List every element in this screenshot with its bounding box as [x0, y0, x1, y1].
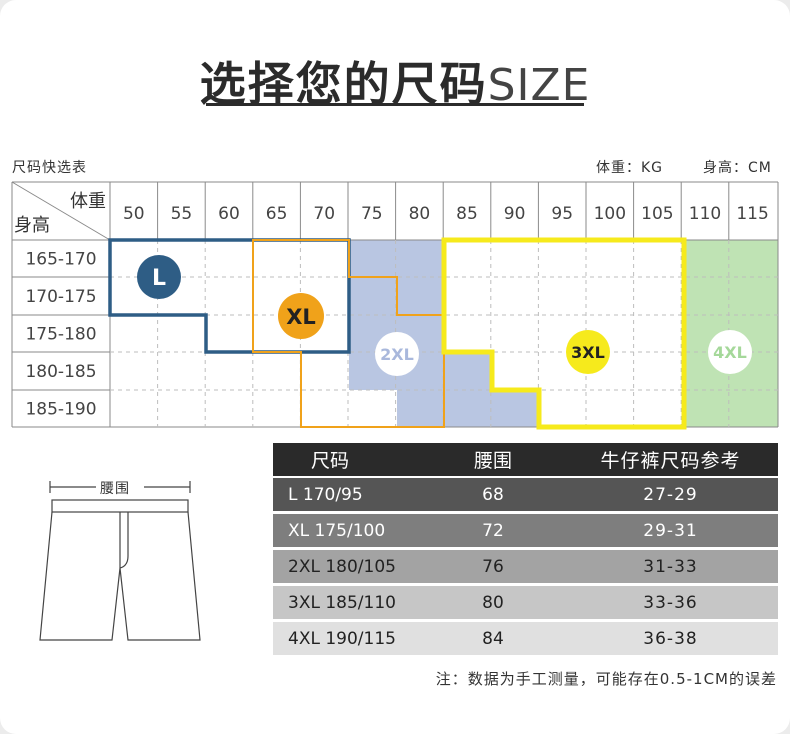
table-row: XL 175/100 72 29-31 — [273, 514, 778, 547]
table-row: 2XL 180/105 76 31-33 — [273, 550, 778, 583]
size-table-header: 尺码 腰围 牛仔裤尺码参考 — [273, 443, 778, 476]
cell-jeans: 29-31 — [643, 520, 698, 541]
badge-xl: XL — [278, 293, 324, 339]
cell-waist: 68 — [482, 484, 504, 505]
table-row: L 170/95 68 27-29 — [273, 478, 778, 511]
weight-label: 100 — [594, 204, 626, 224]
quick-table-label: 尺码快选表 — [12, 160, 87, 176]
title-cn: 选择您的尺码 — [199, 57, 488, 111]
weight-label: 60 — [218, 204, 240, 224]
weight-label: 95 — [551, 204, 573, 224]
weight-label: 65 — [266, 204, 288, 224]
size-selector-grid: 体重 身高 50 55 60 65 70 75 80 85 90 95 100 105 110 115 1… — [11, 181, 779, 430]
header-waist: 腰围 — [473, 450, 512, 472]
fly-curve — [119, 512, 129, 569]
zone-3xl-outline — [441, 237, 687, 430]
weight-unit-label: 体重：KG — [596, 160, 664, 176]
height-label: 170-175 — [25, 287, 96, 307]
weight-label: 110 — [689, 204, 721, 224]
waist-label: 腰围 — [100, 481, 130, 497]
cell-jeans: 36-38 — [643, 628, 698, 649]
cell-jeans: 27-29 — [643, 484, 698, 505]
badge-xl-label: XL — [286, 305, 316, 329]
badge-3xl-label: 3XL — [571, 343, 605, 362]
weight-label: 80 — [409, 204, 431, 224]
title-en: SIZE — [487, 60, 591, 111]
weight-label: 50 — [123, 204, 145, 224]
badge-4xl: 4XL — [708, 330, 752, 374]
zone-2xl-fill-right — [444, 240, 539, 427]
cell-jeans: 33-36 — [643, 592, 698, 613]
badge-l-label: L — [152, 266, 166, 291]
badge-2xl: 2XL — [375, 332, 419, 376]
table-row: 3XL 185/110 80 33-36 — [273, 586, 778, 619]
weight-label: 105 — [641, 204, 673, 224]
title-underline — [206, 103, 584, 106]
corner-height-label: 身高 — [14, 215, 50, 236]
badge-l: L — [137, 255, 181, 299]
cell-size: 3XL 185/110 — [288, 592, 396, 613]
height-label: 165-170 — [25, 250, 96, 270]
page-title: 选择您的尺码SIZE — [0, 48, 790, 114]
height-label: 180-185 — [25, 362, 96, 382]
table-row: 4XL 190/115 84 36-38 — [273, 622, 778, 655]
weight-label: 55 — [171, 204, 193, 224]
badge-2xl-label: 2XL — [380, 345, 414, 364]
weight-label: 90 — [504, 204, 526, 224]
cell-size: 4XL 190/115 — [288, 628, 396, 649]
weight-label: 115 — [736, 204, 768, 224]
weight-label: 70 — [313, 204, 335, 224]
cell-waist: 80 — [482, 592, 504, 613]
cell-jeans: 31-33 — [643, 556, 698, 577]
cell-waist: 84 — [482, 628, 504, 649]
cell-waist: 72 — [482, 520, 504, 541]
badge-3xl: 3XL — [566, 330, 610, 374]
shorts-illustration — [39, 481, 201, 641]
cell-size: 2XL 180/105 — [288, 556, 396, 577]
header-size: 尺码 — [311, 450, 350, 472]
cell-size: L 170/95 — [288, 484, 363, 505]
header-jeans: 牛仔裤尺码参考 — [600, 450, 741, 472]
badge-4xl-label: 4XL — [713, 343, 747, 362]
height-unit-label: 身高：CM — [703, 160, 772, 176]
cell-size: XL 175/100 — [288, 520, 386, 541]
weight-label: 85 — [456, 204, 478, 224]
waistband — [51, 499, 189, 513]
height-label: 175-180 — [25, 325, 96, 345]
cell-waist: 76 — [482, 556, 504, 577]
measurement-note: 注：数据为手工测量，可能存在0.5-1CM的误差 — [435, 670, 777, 688]
weight-label: 75 — [361, 204, 383, 224]
corner-weight-label: 体重 — [70, 191, 106, 212]
height-label: 185-190 — [25, 400, 96, 420]
